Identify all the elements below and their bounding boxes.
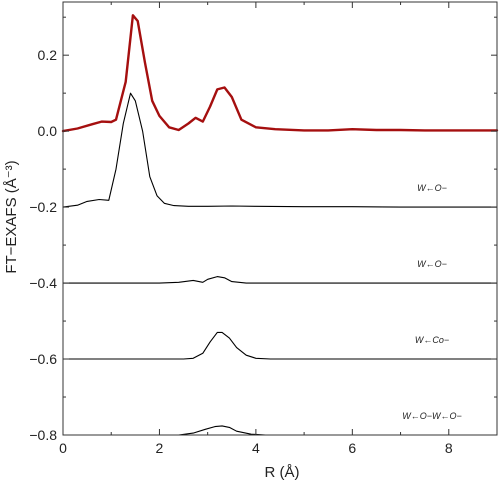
tick-marks xyxy=(62,2,497,436)
series-line-2 xyxy=(62,276,498,284)
x-tick-label: 0 xyxy=(59,440,67,456)
x-axis-title: R (Å) xyxy=(265,464,300,481)
y-axis-title: FT−EXAFS (Å⁻³) xyxy=(3,160,20,273)
series-line-1 xyxy=(62,92,498,208)
axes-frame xyxy=(62,1,498,436)
series-annotation-1: W←O− xyxy=(417,183,447,193)
series-line-4 xyxy=(178,425,267,436)
series-line-3 xyxy=(62,331,498,360)
x-tick-label: 8 xyxy=(445,440,453,456)
y-tick-label: −0.2 xyxy=(29,199,57,215)
series-annotation-4: W←O−W←O− xyxy=(402,411,462,421)
y-tick-label: 0.0 xyxy=(38,123,58,139)
y-tick-label: −0.6 xyxy=(29,351,57,367)
series-line-0 xyxy=(61,14,499,133)
y-tick-label: 0.2 xyxy=(38,47,58,63)
annotations: W←O−W←O−W←Co−W←O−W←O− xyxy=(402,183,462,421)
plot-area xyxy=(61,14,499,436)
x-tick-label: 4 xyxy=(252,440,260,456)
y-tick-label: −0.4 xyxy=(29,275,57,291)
y-tick-label: −0.8 xyxy=(29,427,57,443)
axes-box xyxy=(62,1,498,436)
series-annotation-2: W←O− xyxy=(417,259,447,269)
series-annotation-3: W←Co− xyxy=(415,335,449,345)
x-tick-label: 2 xyxy=(156,440,164,456)
tick-labels: 0 2 4 6 8 −0.8 −0.6 −0.4 −0.2 0.0 0.2 xyxy=(29,47,453,456)
x-tick-label: 6 xyxy=(348,440,356,456)
